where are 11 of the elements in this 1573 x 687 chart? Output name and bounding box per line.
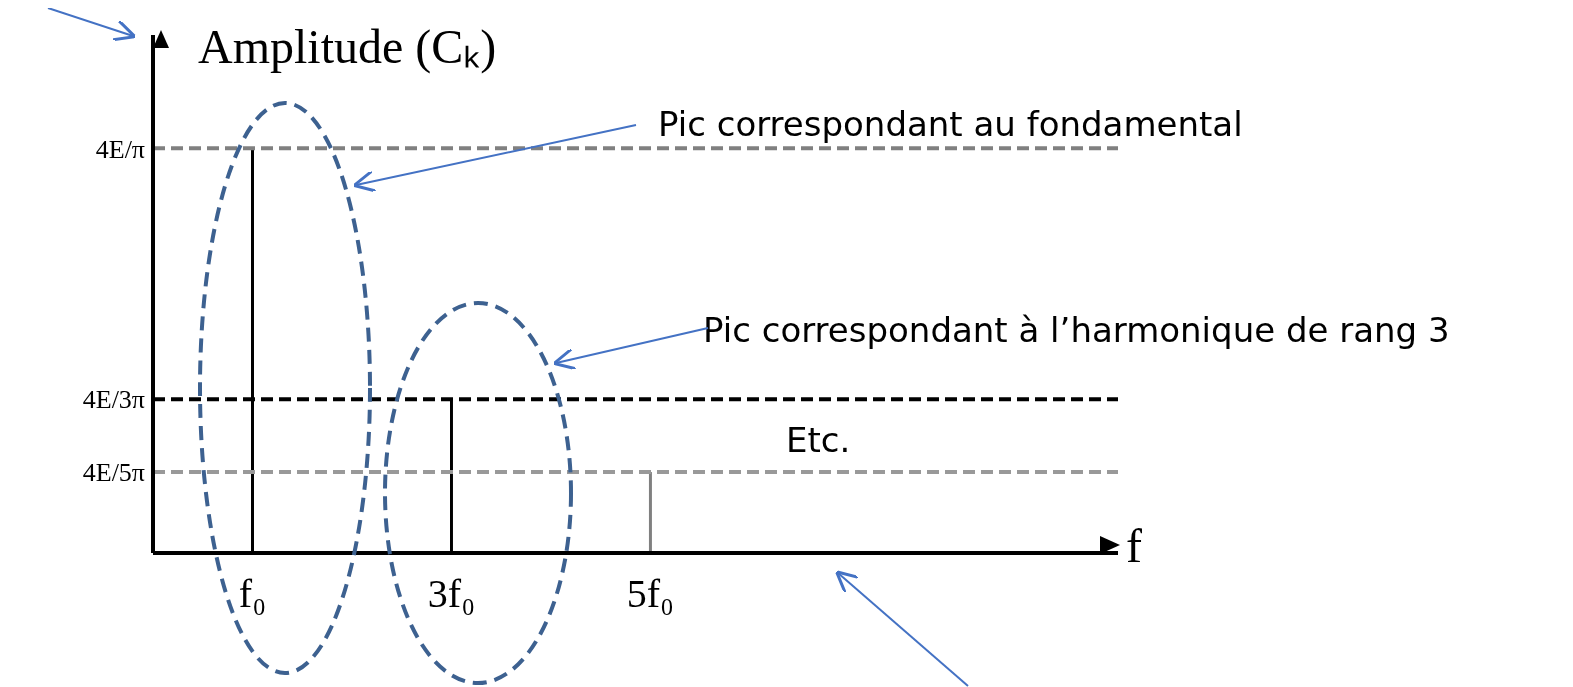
ref-line-label: 4E/π — [95, 134, 145, 164]
text: Pic correspondant au fondamental — [658, 104, 1243, 144]
x-tick-label: 5f₀ — [626, 571, 675, 617]
ref-line-label: 4E/5π — [82, 458, 145, 488]
annotation: Pic correspondant à l’harmonique de rang 3 — [703, 310, 1450, 350]
x-tick-label: f₀ — [238, 571, 267, 617]
ref-line-label: 4E/3π — [82, 385, 145, 415]
x-tick-label: 3f₀ — [427, 571, 476, 617]
annotation: Etc. — [786, 420, 851, 460]
x-axis-title: f — [1126, 518, 1142, 573]
y-axis-title: Amplitude (Cₖ) — [198, 19, 497, 76]
